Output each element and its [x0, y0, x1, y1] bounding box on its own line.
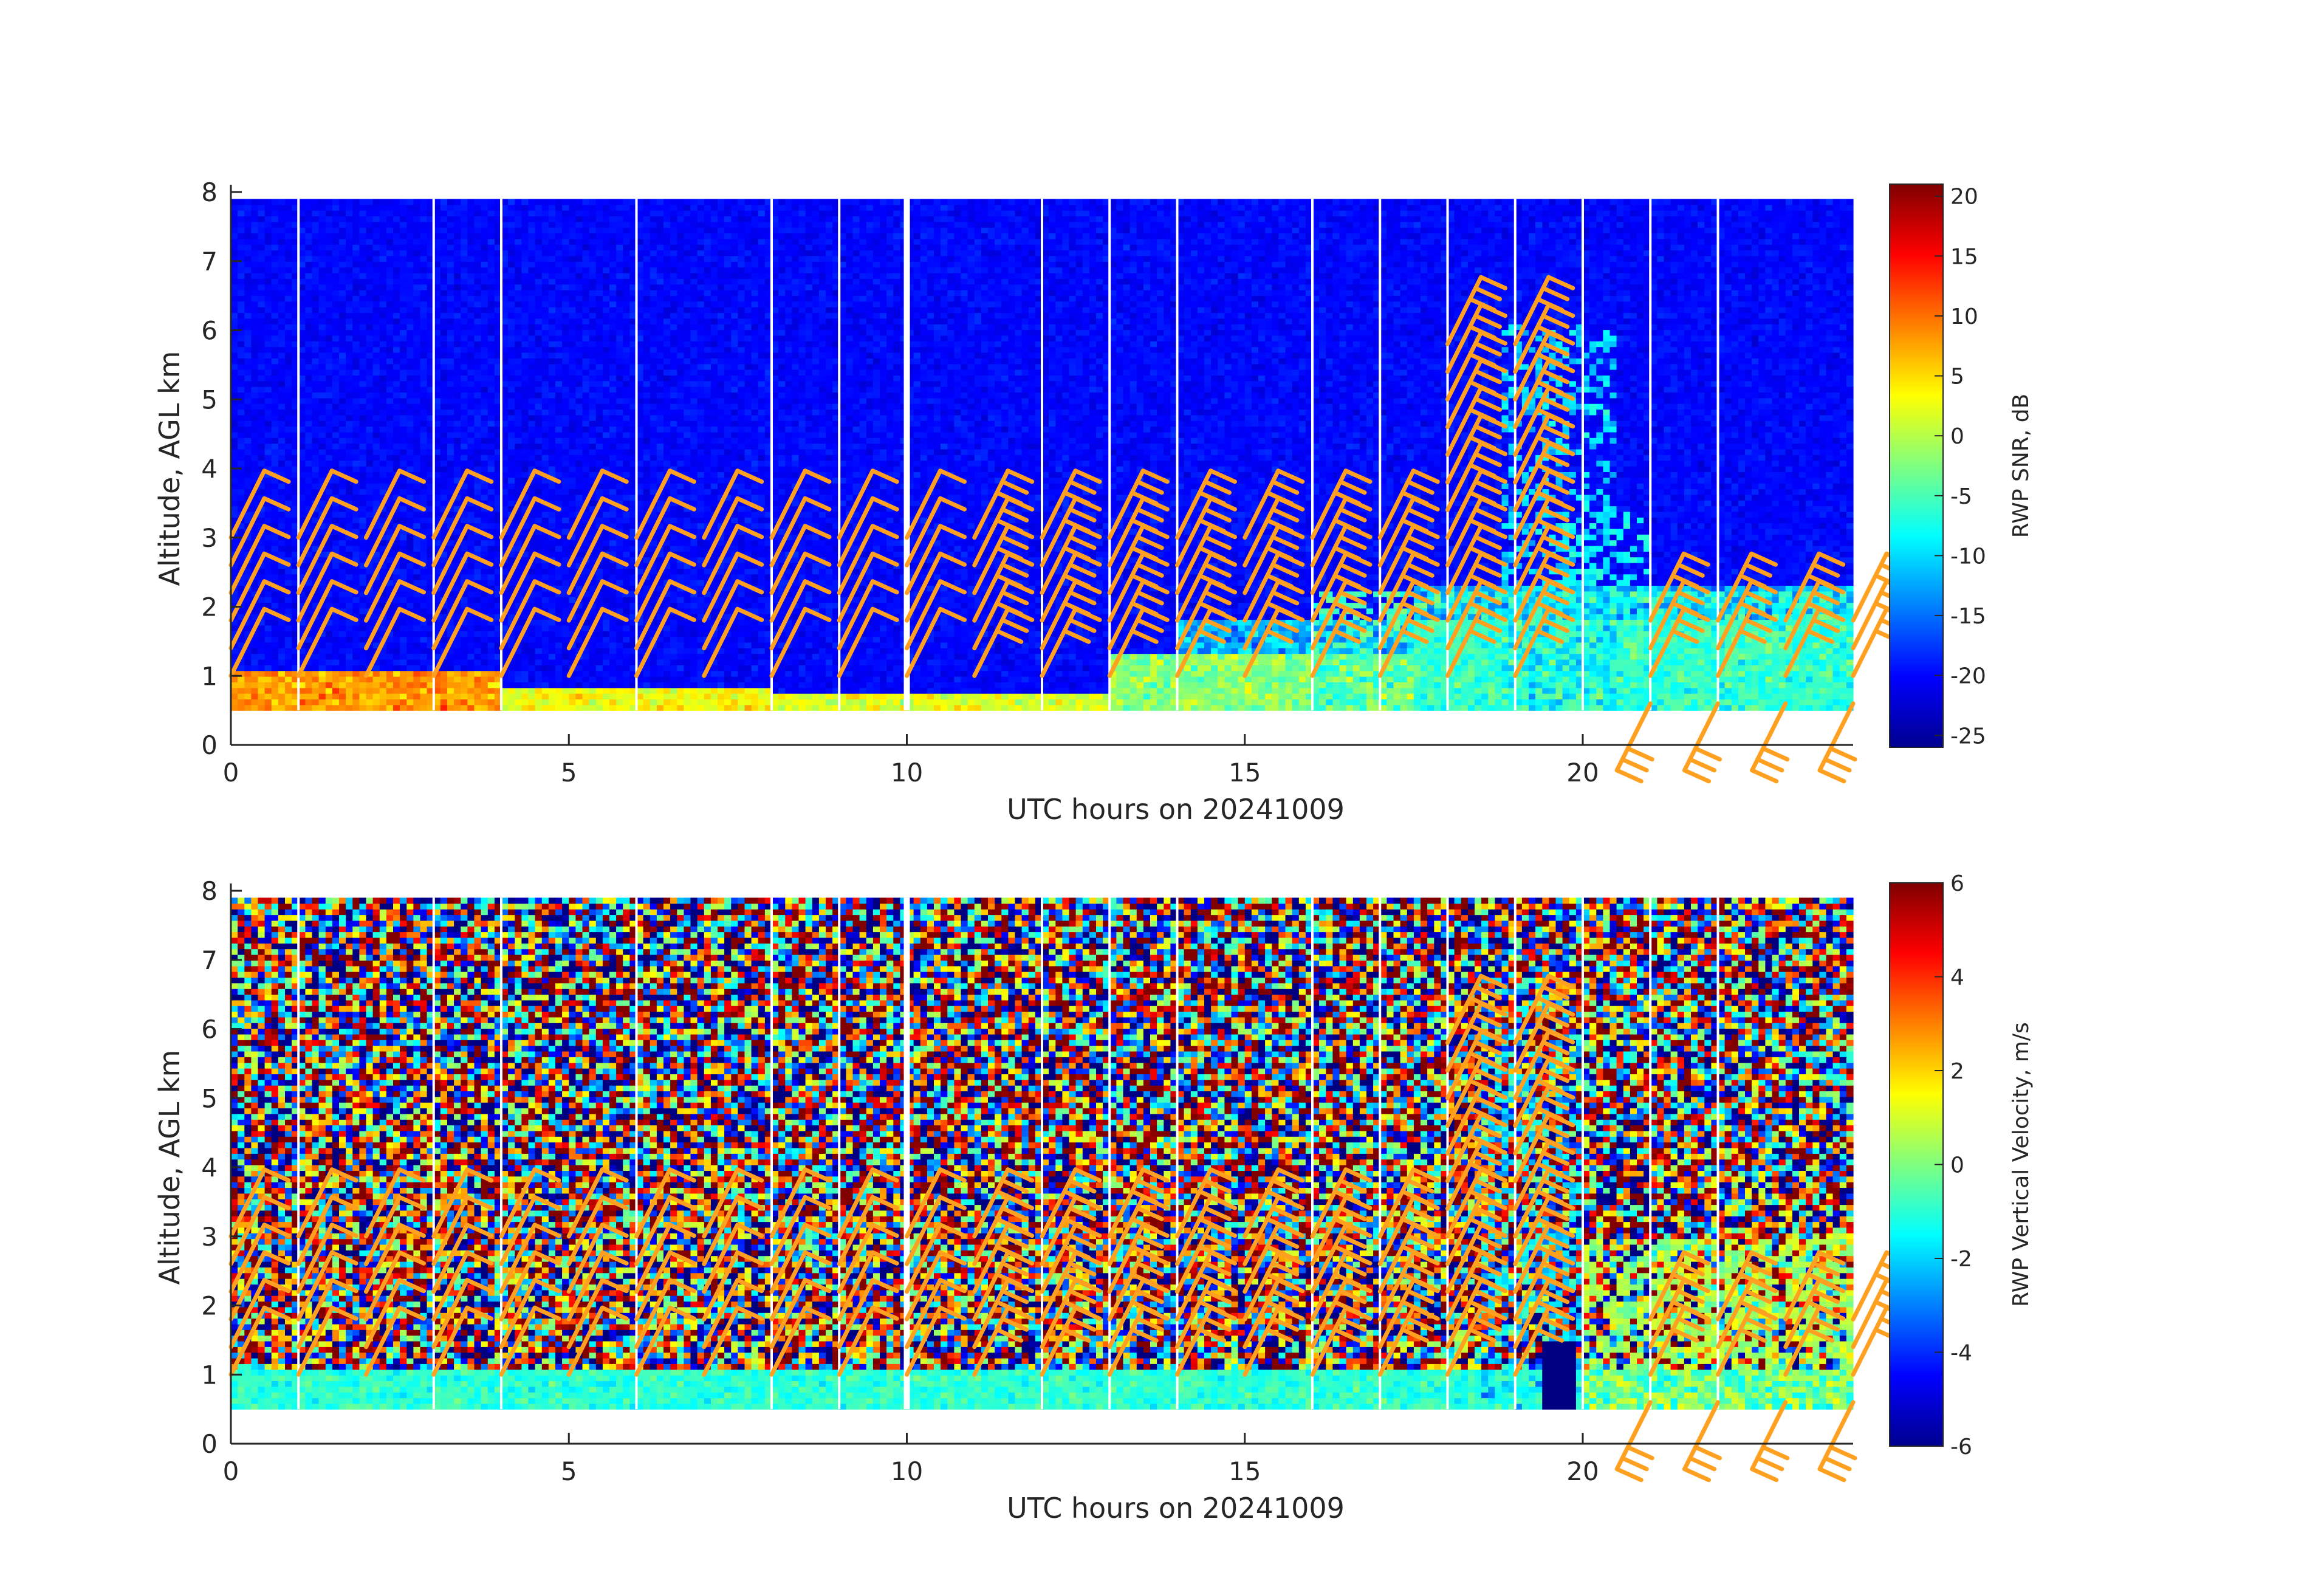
x-tick-label: 10 [891, 758, 923, 787]
x-tick-label: 0 [223, 758, 239, 787]
x-tick-label: 10 [891, 1456, 923, 1486]
colorbar-tick-label: 5 [1950, 365, 1964, 389]
snr-colorbar: 20 15 10 5 0 -5 -10 -15 -20 -25 RWP SNR, dB [1890, 184, 2034, 749]
y-tick-label: 5 [201, 1083, 218, 1113]
y-tick-label: 3 [201, 1222, 218, 1252]
colorbar-tick-label: -20 [1950, 664, 1986, 689]
x-tick-label: 15 [1229, 758, 1261, 787]
y-tick-label: 2 [201, 1291, 218, 1321]
y-tick-label: 3 [201, 523, 218, 553]
y-tick-label: 7 [201, 247, 218, 276]
colorbar-label: RWP SNR, dB [2009, 394, 2034, 538]
colorbar-tick-label: 0 [1950, 424, 1964, 449]
colorbar-tick-label: -15 [1950, 604, 1986, 629]
y-tick-label: 6 [201, 1015, 218, 1044]
colorbar-tick-label: 20 [1950, 185, 1978, 210]
colorbar-tick-label: -5 [1950, 484, 1972, 509]
y-tick-label: 4 [201, 1153, 218, 1182]
colorbar-tick-label: -6 [1950, 1435, 1972, 1460]
y-tick-label: 1 [201, 1360, 218, 1390]
velocity-heatmap [231, 891, 1911, 1480]
y-tick-label: 0 [201, 730, 218, 760]
colorbar-tick-label: -25 [1950, 724, 1986, 749]
y-tick-label: 7 [201, 945, 218, 975]
velocity-colorbar: 6 4 2 0 -2 -4 -6 RWP Vertical Velocity, m/s [1890, 871, 2034, 1460]
y-tick-label: 4 [201, 454, 218, 484]
y-tick-label: 5 [201, 385, 218, 414]
y-tick-label: 8 [201, 876, 218, 906]
colorbar-tick-label: 2 [1950, 1059, 1964, 1084]
colorbar-tick-label: 6 [1950, 871, 1964, 896]
x-tick-label: 0 [223, 1456, 239, 1486]
snr-heatmap [231, 192, 1911, 781]
y-tick-label: 8 [201, 177, 218, 207]
x-tick-label: 5 [561, 758, 577, 787]
y-tick-label: 6 [201, 316, 218, 346]
colorbar-label: RWP Vertical Velocity, m/s [2009, 1022, 2034, 1307]
snr-panel: 0 5 10 15 20 0 1 2 3 4 5 6 7 8 UTC hours on 20241009… [153, 177, 2034, 826]
y-axis-label: Altitude, AGL km [153, 1049, 186, 1285]
colorbar-tick-label: -10 [1950, 544, 1986, 569]
x-tick-label: 15 [1229, 1456, 1261, 1486]
colorbar-tick-label: -4 [1950, 1341, 1972, 1366]
colorbar-tick-label: 10 [1950, 304, 1978, 329]
y-tick-label: 2 [201, 592, 218, 622]
x-axis-label: UTC hours on 20241009 [1007, 793, 1345, 826]
x-tick-label: 20 [1566, 758, 1599, 787]
colorbar-tick-label: 4 [1950, 966, 1964, 990]
colorbar-tick-label: 15 [1950, 244, 1978, 269]
x-tick-label: 5 [561, 1456, 577, 1486]
y-tick-label: 1 [201, 661, 218, 691]
colorbar-tick-label: 0 [1950, 1153, 1964, 1178]
colorbar-gradient [1890, 184, 1943, 747]
x-tick-label: 20 [1566, 1456, 1599, 1486]
y-axis-label: Altitude, AGL km [153, 351, 186, 586]
y-tick-label: 0 [201, 1429, 218, 1459]
colorbar-tick-label: -2 [1950, 1247, 1972, 1272]
x-axis-label: UTC hours on 20241009 [1007, 1492, 1345, 1525]
